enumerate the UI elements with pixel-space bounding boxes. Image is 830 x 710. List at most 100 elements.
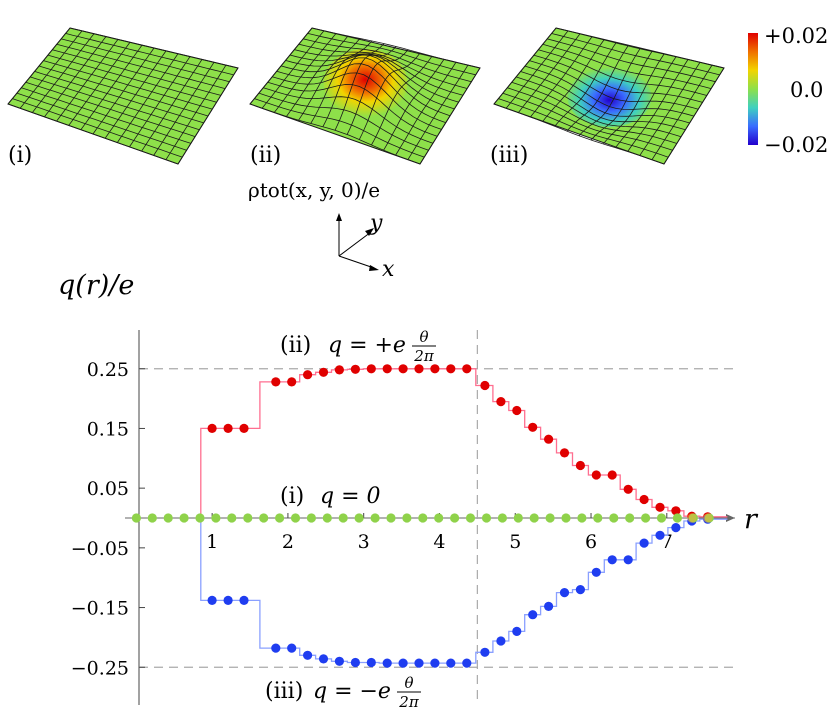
data-point xyxy=(290,513,301,523)
data-point xyxy=(544,601,554,612)
data-point xyxy=(559,448,570,458)
data-point xyxy=(211,513,221,523)
x-axis-triad-label: x xyxy=(382,257,395,282)
data-point xyxy=(386,513,396,523)
data-point xyxy=(529,513,539,523)
data-point xyxy=(318,367,329,377)
data-point xyxy=(512,405,522,416)
surface-panel-3: (iii) xyxy=(490,27,725,168)
series-label-prefix: (i) xyxy=(280,484,304,509)
colorbar-mid-label: 0.0 xyxy=(790,78,823,102)
data-point xyxy=(462,364,472,374)
data-point xyxy=(671,506,681,516)
data-point xyxy=(671,523,681,533)
data-point-overlap xyxy=(703,513,713,523)
data-point xyxy=(195,513,205,523)
data-point-overlap xyxy=(687,513,697,523)
grid-line xyxy=(254,98,425,158)
data-point xyxy=(656,513,667,523)
data-point xyxy=(480,380,490,391)
series-label-prefix: (ii) xyxy=(280,333,311,358)
grid-line xyxy=(12,98,183,158)
data-point xyxy=(287,377,297,387)
grid-line xyxy=(263,87,434,144)
grid-line xyxy=(334,46,397,131)
grid-line xyxy=(395,61,457,156)
x-tick-label: 1 xyxy=(206,531,218,553)
data-point xyxy=(528,610,538,620)
grid-line xyxy=(104,50,167,139)
y-tick-label: 0.05 xyxy=(87,478,129,500)
data-point xyxy=(430,658,440,668)
colorbar-max-label: +0.02 xyxy=(764,24,828,48)
data-point xyxy=(163,513,173,523)
panel-label: (ii) xyxy=(250,143,281,168)
fraction-numerator: θ xyxy=(404,674,413,692)
data-point xyxy=(398,364,408,374)
grid-line xyxy=(515,76,686,131)
grid-line xyxy=(627,59,689,152)
data-point xyxy=(607,470,617,480)
data-point xyxy=(591,470,601,480)
grid-line xyxy=(493,103,665,165)
data-point xyxy=(575,585,586,595)
data-point xyxy=(303,650,313,660)
grid-line xyxy=(25,81,196,137)
data-point xyxy=(243,513,253,523)
data-point xyxy=(334,656,344,666)
surface-panels: (i) (ii) (iii) xyxy=(7,27,725,168)
data-point xyxy=(366,364,376,374)
data-point xyxy=(402,513,412,523)
data-point xyxy=(306,513,316,523)
grid-line xyxy=(419,67,481,165)
series-label-equation: q = 0 xyxy=(320,484,381,509)
surface-panel-1: (i) xyxy=(7,27,239,168)
grid-line xyxy=(663,67,725,165)
data-point xyxy=(239,423,249,433)
data-point xyxy=(480,647,490,657)
fraction-denominator: 2π xyxy=(398,693,420,710)
data-point xyxy=(338,513,348,523)
x-tick-label: 5 xyxy=(509,531,521,553)
grid-line xyxy=(249,103,421,165)
data-point xyxy=(544,434,554,444)
data-point xyxy=(450,513,460,523)
data-point xyxy=(591,567,601,577)
data-point xyxy=(496,636,506,646)
grid-line xyxy=(129,56,191,148)
data-point xyxy=(545,513,555,523)
colorbar: +0.02 0.0 −0.02 xyxy=(748,24,828,157)
grid-line xyxy=(29,76,200,131)
grid-line xyxy=(520,71,690,124)
y-axis-triad-label: y xyxy=(369,211,383,236)
data-point xyxy=(271,643,281,653)
x-tick-label: 6 xyxy=(585,531,597,553)
data-point xyxy=(350,364,360,374)
data-point xyxy=(575,460,586,471)
grid-line xyxy=(153,62,215,156)
fraction-denominator: 2π xyxy=(413,347,435,365)
data-point xyxy=(639,538,649,548)
grid-line xyxy=(116,53,179,143)
data-point xyxy=(382,658,392,668)
y-tick-label: 0.25 xyxy=(87,359,129,381)
series-label-equation: q = +e xyxy=(328,333,406,358)
grid-line xyxy=(258,92,429,151)
data-point xyxy=(318,654,329,664)
grid-line xyxy=(92,47,155,135)
data-point xyxy=(559,588,570,598)
data-point xyxy=(434,513,444,523)
series-2 xyxy=(207,514,713,668)
step-line-2 xyxy=(200,518,728,664)
x-axis-label: r xyxy=(744,504,759,535)
data-point xyxy=(655,530,665,540)
data-point xyxy=(259,513,269,523)
data-point xyxy=(481,513,492,523)
grid-line xyxy=(639,62,701,156)
data-point xyxy=(528,422,538,432)
series-label: (i) q = 0 xyxy=(280,484,381,509)
data-point xyxy=(623,484,633,494)
data-point xyxy=(179,513,189,523)
data-point xyxy=(350,657,360,668)
series-3 xyxy=(131,513,714,523)
